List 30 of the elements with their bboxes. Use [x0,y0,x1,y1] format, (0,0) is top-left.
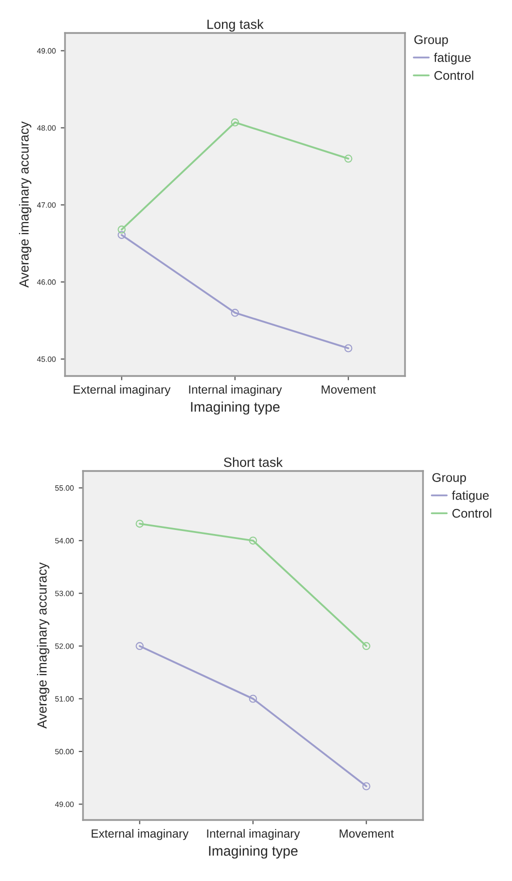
legend-label: fatigue [452,490,489,502]
point [249,536,257,545]
x-tick-label: Movement [340,829,394,838]
legend-label: Control [452,508,492,518]
x-tick-label: External imaginary [74,385,171,396]
chart-title: Long task [207,19,264,32]
point [136,520,144,528]
point [231,118,239,126]
x-axis-title: Imagining type [209,846,298,859]
point [344,344,352,352]
x-tick-label: External imaginary [92,829,189,840]
legend-title: Group [414,35,448,47]
point [231,308,239,317]
chart-title: Short task [224,457,283,467]
x-tick-label: Internal imaginary [207,829,300,840]
legend-title: Group [432,473,466,484]
x-axis-title: Imagining type [191,402,280,415]
x-tick-label: Movement [322,385,376,394]
point [362,782,370,790]
y-axis-title: Average imaginary accuracy [37,562,50,729]
point [118,230,126,239]
point [362,642,370,650]
y-axis-title: Average imaginary accuracy [19,121,32,288]
point [344,154,352,163]
point [136,642,144,650]
legend-label: fatigue [434,52,471,64]
x-tick-label: Internal imaginary [189,385,282,396]
legend-label: Control [434,70,474,80]
point [249,694,257,703]
point [118,226,126,234]
